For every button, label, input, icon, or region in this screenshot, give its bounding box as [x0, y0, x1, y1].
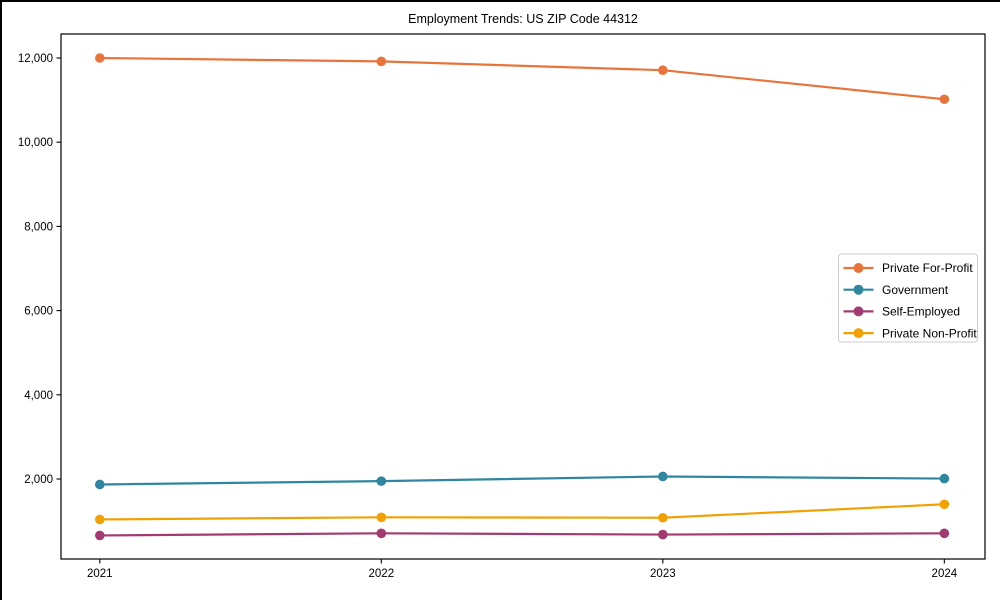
series-line-private-for-profit	[98, 56, 946, 101]
window-edge-top	[0, 0, 1000, 2]
data-point-self-employed-2023	[658, 529, 668, 540]
x-tick-label: 2021	[87, 568, 113, 580]
data-point-self-employed-2022	[376, 528, 387, 539]
legend-marker-private-for-profit	[853, 263, 864, 273]
data-point-self-employed-2021	[95, 530, 105, 541]
legend-marker-self-employed	[853, 306, 864, 317]
data-point-government-2021	[95, 479, 105, 490]
y-tick-label: 2,000	[24, 474, 53, 486]
series-lines	[95, 53, 950, 541]
x-tick-label: 2022	[369, 568, 395, 580]
legend-label-government: Government	[882, 283, 949, 297]
legend-marker-government	[853, 284, 864, 295]
legend-label-private-for-profit: Private For-Profit	[882, 261, 973, 275]
data-point-private-for-profit-2024	[939, 94, 950, 105]
data-point-government-2023	[658, 471, 668, 482]
data-point-private-for-profit-2021	[95, 53, 105, 63]
y-tick-label: 4,000	[24, 390, 53, 402]
chart-title: Employment Trends: US ZIP Code 44312	[408, 12, 638, 26]
y-tick-label: 12,000	[18, 53, 53, 65]
plot-frame	[60, 33, 986, 560]
y-tick-label: 10,000	[18, 137, 53, 149]
data-point-private-for-profit-2022	[376, 56, 387, 67]
data-point-private-for-profit-2023	[658, 65, 668, 76]
data-point-private-non-profit-2021	[95, 514, 105, 525]
axes: 2,000 4,000 6,000 8,000 10,000 12,000 2021 2022…	[18, 33, 986, 580]
data-point-private-non-profit-2023	[658, 512, 668, 523]
legend-box	[838, 253, 978, 343]
data-point-government-2022	[376, 476, 387, 486]
series-line-private-non-profit	[98, 503, 946, 521]
legend-label-self-employed: Self-Employed	[882, 305, 960, 319]
series-line-government	[98, 475, 946, 486]
legend-label-private-non-profit: Private Non-Profit	[882, 326, 977, 340]
data-point-self-employed-2024	[939, 528, 950, 539]
window-edge-left	[0, 0, 2, 600]
data-point-private-non-profit-2024	[939, 499, 950, 510]
series-line-self-employed	[98, 532, 946, 537]
data-point-private-non-profit-2022	[376, 512, 387, 523]
x-tick-label: 2023	[650, 568, 676, 580]
y-tick-label: 8,000	[24, 221, 53, 233]
y-tick-label: 6,000	[24, 306, 53, 318]
data-point-government-2024	[939, 473, 950, 484]
legend: Private For-Profit Government Self-Employe…	[838, 253, 978, 343]
x-tick-label: 2024	[932, 568, 958, 580]
legend-marker-private-non-profit	[853, 328, 864, 339]
